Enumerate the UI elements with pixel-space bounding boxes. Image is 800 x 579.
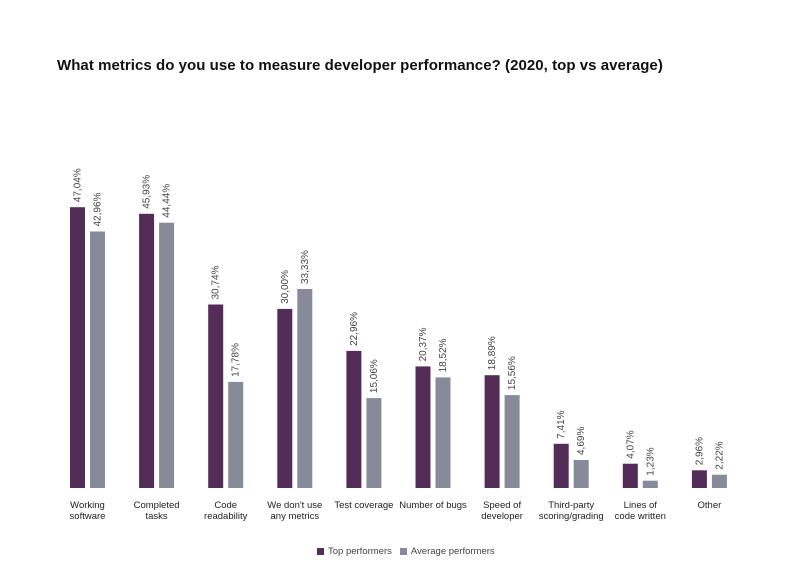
value-label-top-7: 7,41% (556, 410, 567, 438)
chart-title: What metrics do you use to measure devel… (57, 57, 663, 74)
bar-top-9 (691, 470, 707, 488)
category-label-line: Working (70, 500, 105, 511)
bar-top-7 (553, 443, 569, 488)
bar-average-5 (435, 377, 451, 488)
value-label-average-6: 15,56% (507, 356, 518, 390)
bars-group (70, 207, 727, 489)
legend-item-top: Top performers (317, 546, 392, 557)
bar-average-4 (366, 398, 382, 488)
bar-top-0 (70, 207, 85, 488)
bar-average-6 (504, 395, 520, 488)
value-label-top-6: 18,89% (487, 336, 498, 370)
value-label-top-0: 47,04% (73, 168, 84, 202)
bar-average-2 (228, 381, 244, 488)
legend-item-average: Average performers (399, 546, 495, 557)
category-label-line: scoring/grading (539, 511, 604, 522)
value-label-average-0: 42,96% (93, 192, 104, 226)
category-label-line: tasks (146, 511, 168, 522)
bar-top-6 (484, 375, 500, 488)
category-labels-group: Working software Completed tasks Code readabi… (70, 500, 722, 522)
bar-average-0 (90, 231, 105, 488)
category-label-6: Speed of developer (481, 500, 523, 522)
category-label-8: Lines of code written (615, 500, 666, 522)
category-label-line: Number of bugs (399, 500, 467, 511)
value-labels-group: 47,04% 42,96% 45,93% 44,44% 30,74% 17,78% 30,0… (73, 168, 726, 476)
value-label-top-1: 45,93% (142, 175, 153, 209)
category-label-line: We don't use (267, 500, 322, 511)
category-label-9: Other (698, 500, 722, 511)
category-label-line: software (70, 511, 106, 522)
bar-average-9 (711, 474, 727, 488)
category-label-line: readability (204, 511, 248, 522)
category-label-line: developer (481, 511, 523, 522)
category-label-1: Completed tasks (134, 500, 180, 522)
bar-top-8 (622, 463, 638, 488)
bar-average-3 (297, 289, 313, 488)
category-label-line: Lines of (624, 500, 658, 511)
category-label-line: Test coverage (334, 500, 393, 511)
category-label-7: Third-party scoring/grading (539, 500, 604, 522)
value-label-top-4: 22,96% (349, 312, 360, 346)
value-label-average-3: 33,33% (300, 250, 311, 284)
category-label-0: Working software (70, 500, 106, 522)
bar-top-1 (139, 213, 155, 489)
bar-top-4 (346, 350, 362, 488)
bar-average-8 (642, 480, 658, 488)
bar-top-3 (277, 308, 293, 488)
category-label-2: Code readability (204, 500, 248, 522)
bar-average-7 (573, 460, 589, 488)
value-label-top-3: 30,00% (280, 270, 291, 304)
bar-average-1 (159, 222, 175, 488)
value-label-average-9: 2,22% (714, 441, 725, 469)
value-label-average-2: 17,78% (231, 343, 242, 377)
category-label-line: any metrics (271, 511, 320, 522)
legend: Top performers Average performers (317, 546, 503, 557)
category-label-line: Code (214, 500, 237, 511)
category-label-line: Completed (134, 500, 180, 511)
legend-label-top: Top performers (328, 546, 392, 557)
value-label-average-8: 1,23% (645, 447, 656, 475)
category-label-line: code written (615, 511, 666, 522)
value-label-average-1: 44,44% (162, 184, 173, 218)
bar-top-2 (208, 304, 224, 488)
category-label-4: Test coverage (334, 500, 393, 511)
category-label-line: Speed of (483, 500, 521, 511)
category-label-5: Number of bugs (399, 500, 467, 511)
value-label-top-2: 30,74% (211, 265, 222, 299)
value-label-average-5: 18,52% (438, 338, 449, 372)
category-label-3: We don't use any metrics (267, 500, 322, 522)
bar-top-5 (415, 366, 431, 488)
value-label-average-4: 15,06% (369, 359, 380, 393)
legend-swatch-average (399, 548, 407, 555)
value-label-average-7: 4,69% (576, 427, 587, 455)
category-label-line: Third-party (548, 500, 594, 511)
value-label-top-8: 4,07% (625, 430, 636, 458)
legend-label-average: Average performers (410, 546, 495, 557)
category-label-line: Other (698, 500, 722, 511)
value-label-top-9: 2,96% (694, 437, 705, 465)
legend-swatch-top (317, 548, 324, 555)
value-label-top-5: 20,37% (418, 327, 429, 361)
